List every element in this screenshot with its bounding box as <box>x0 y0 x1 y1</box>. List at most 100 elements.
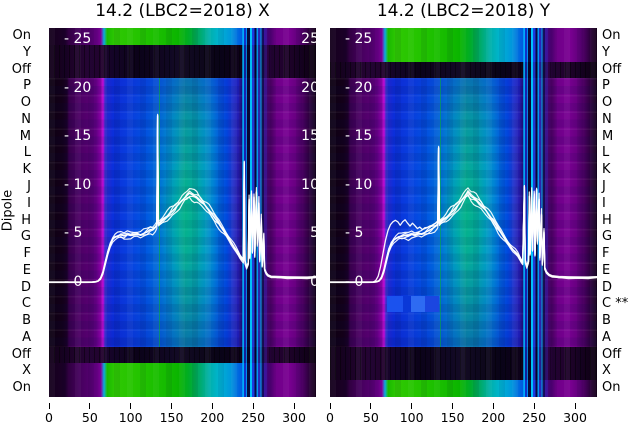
row-label: P <box>602 78 610 94</box>
row-label: I <box>27 195 31 211</box>
row-label: L <box>23 145 31 161</box>
row-label: X <box>22 363 31 379</box>
row-label: O <box>602 95 613 111</box>
x-tick-label: 100 <box>118 410 143 425</box>
row-label: G <box>602 229 613 245</box>
row-label: On <box>12 28 31 43</box>
x-tick-label: 150 <box>440 410 465 425</box>
row-label: K <box>602 162 611 178</box>
db-tick-label: - 0 <box>345 274 364 290</box>
row-label: On <box>602 28 621 43</box>
row-label: J <box>602 178 606 194</box>
x-tick-label: 200 <box>481 410 506 425</box>
row-label: Off <box>11 61 31 77</box>
row-label: F <box>602 246 610 262</box>
x-tick <box>411 403 413 409</box>
row-label: A <box>22 329 31 345</box>
x-tick <box>370 403 372 409</box>
db-tick-label: - 20 <box>345 79 373 96</box>
db-tick-label-right: 25 <box>301 31 316 47</box>
db-tick-label: - 5 <box>345 225 364 242</box>
row-label: E <box>22 262 31 278</box>
heatmap-panel-x: - 25 25 - 20 20 - 15 15 - 10 10 - 5 5 - 0 0 <box>49 28 316 397</box>
row-label: D <box>20 279 31 295</box>
db-tick-label: - 25 <box>64 31 92 47</box>
row-label: I <box>602 195 606 211</box>
x-tick <box>329 403 331 409</box>
row-label: H <box>21 212 31 228</box>
row-label: E <box>602 262 611 278</box>
x-tick <box>48 403 50 409</box>
row-label: H <box>602 212 612 228</box>
row-label: F <box>23 246 31 262</box>
x-tick-label: 250 <box>522 410 547 425</box>
green-rfi-line <box>158 78 160 347</box>
flagged-row-patch <box>387 296 439 313</box>
row-label: M <box>19 128 31 144</box>
x-tick-label: 300 <box>563 410 587 425</box>
panel-title-x: 14.2 (LBC2=2018) X <box>95 1 270 21</box>
db-tick-label-right: 5 <box>310 225 316 242</box>
x-tick <box>293 403 295 409</box>
x-tick-label: 0 <box>45 410 53 425</box>
x-tick <box>452 403 453 409</box>
row-label: N <box>21 111 31 127</box>
db-tick-label-right: 20 <box>301 79 316 96</box>
db-tick-label-right: 15 <box>301 128 316 145</box>
x-tick <box>171 403 172 409</box>
x-tick-label: 100 <box>399 410 424 425</box>
db-tick-label: - 15 <box>64 128 92 145</box>
row-label: B <box>602 313 611 329</box>
db-tick-label: - 25 <box>345 31 373 47</box>
row-label: X <box>602 363 611 379</box>
row-label: A <box>602 329 611 345</box>
x-tick <box>89 403 91 409</box>
x-tick-label: 200 <box>200 410 225 425</box>
row-label: Y <box>602 44 610 60</box>
row-label: D <box>602 279 613 295</box>
spectrum-curves <box>49 113 316 284</box>
x-tick <box>574 403 576 409</box>
body-depth-tint <box>106 78 239 347</box>
x-tick-label: 150 <box>159 410 184 425</box>
db-tick-label-right: 10 <box>301 176 316 193</box>
db-tick-label-right: 0 <box>310 274 316 290</box>
x-tick <box>211 403 213 409</box>
x-tick <box>492 403 494 409</box>
db-tick-label: - 15 <box>345 128 373 145</box>
row-label: G <box>20 229 31 245</box>
row-label: N <box>602 111 612 127</box>
row-label: Off <box>11 346 31 362</box>
db-tick-label: - 20 <box>64 79 92 96</box>
x-tick-label: 250 <box>241 410 266 425</box>
row-label: Off <box>602 61 622 77</box>
row-label: C ** <box>602 296 629 312</box>
db-tick-label: - 10 <box>64 176 92 193</box>
db-tick-label: - 10 <box>345 176 373 193</box>
row-label: Y <box>23 44 31 60</box>
panel-title-y: 14.2 (LBC2=2018) Y <box>376 1 551 21</box>
row-label: K <box>22 162 31 178</box>
x-tick-label: 50 <box>81 410 98 425</box>
row-label: J <box>27 178 31 194</box>
row-label: On <box>12 380 31 396</box>
db-tick-label: - 5 <box>64 225 83 242</box>
row-label: Off <box>602 346 622 362</box>
row-label: M <box>602 128 614 144</box>
spectrum-curves <box>330 145 597 284</box>
heatmap-panel-y: - 25 - 20 - 15 - 10 - 5 - 0 <box>330 28 597 397</box>
row-label: L <box>602 145 610 161</box>
row-label: C <box>21 296 31 312</box>
db-tick-label: - 0 <box>64 274 83 290</box>
row-label: B <box>22 313 31 329</box>
x-tick-label: 300 <box>282 410 306 425</box>
x-tick <box>533 403 535 409</box>
x-tick <box>252 403 254 409</box>
row-label: On <box>602 380 621 396</box>
green-rfi-line <box>439 78 441 347</box>
x-tick-label: 50 <box>362 410 379 425</box>
x-tick-label: 0 <box>326 410 334 425</box>
x-tick <box>130 403 132 409</box>
row-label: P <box>23 78 31 94</box>
